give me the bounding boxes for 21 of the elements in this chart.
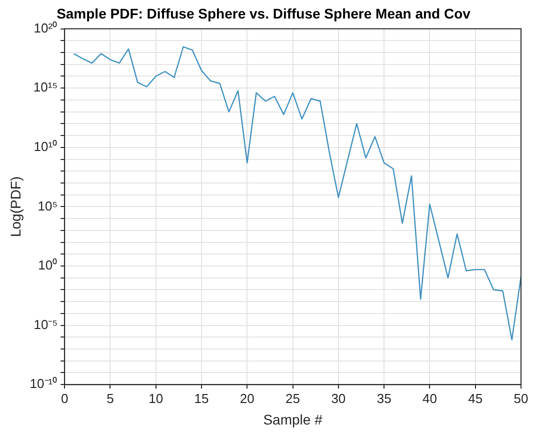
y-axis-title: Log(PDF) — [7, 176, 24, 238]
x-tick-label: 35 — [376, 390, 392, 406]
y-tick-label: 10⁻⁵ — [34, 316, 58, 332]
x-tick-label: 20 — [240, 390, 254, 406]
y-tick-label: 10⁻¹⁰ — [30, 376, 58, 392]
x-tick-label: 45 — [468, 390, 483, 406]
chart-title: Sample PDF: Diffuse Sphere vs. Diffuse Sphere Mean and Cov — [56, 5, 471, 22]
y-tick-label: 10¹⁰ — [34, 138, 58, 154]
x-tick-label: 5 — [106, 390, 114, 406]
x-tick-label: 40 — [422, 390, 437, 406]
y-tick-label: 10⁵ — [38, 198, 58, 214]
x-tick-label: 0 — [60, 390, 68, 406]
y-tick-label: 10⁰ — [38, 258, 58, 273]
x-tick-label: 10 — [148, 390, 164, 406]
y-tick-label: 10²⁰ — [34, 20, 58, 36]
x-tick-label: 30 — [331, 390, 346, 406]
x-axis-title: Sample # — [263, 411, 323, 428]
x-tick-label: 50 — [514, 390, 528, 406]
x-tick-label: 25 — [286, 390, 300, 406]
x-tick-label: 15 — [194, 390, 209, 406]
y-tick-label: 10¹⁵ — [33, 80, 58, 95]
